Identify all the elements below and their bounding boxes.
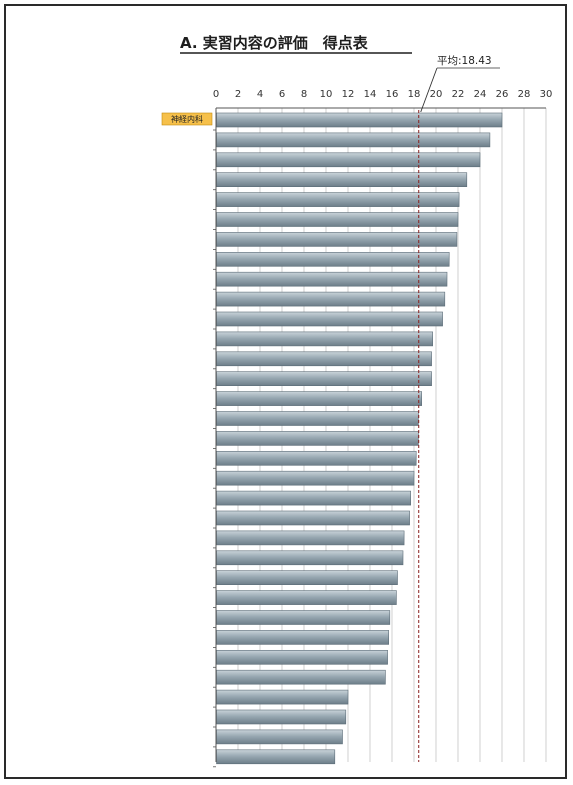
bar-18: [216, 450, 417, 466]
x-tick-label-6: 6: [279, 89, 285, 100]
mean-label-colon: :: [458, 55, 462, 67]
bar-31: [216, 709, 347, 725]
bar-27: [216, 630, 389, 645]
x-tick-label-8: 8: [301, 89, 307, 100]
bar-20: [216, 490, 411, 506]
x-tick-label-0: 0: [213, 89, 219, 100]
mean-line-group: 平均:18.43: [418, 55, 500, 762]
x-tick-label-12: 12: [342, 89, 355, 100]
mean-label: 平均:18.43: [437, 55, 492, 67]
bar-14: [216, 371, 432, 387]
bar-24: [216, 570, 398, 586]
x-tick-label-26: 26: [496, 89, 509, 100]
bar-26: [216, 610, 391, 625]
bar-15: [216, 391, 422, 406]
bar-8: [216, 252, 450, 267]
mean-label-prefix: 平均: [437, 55, 458, 67]
bar-23: [216, 550, 404, 566]
bar-32: [216, 729, 343, 745]
mean-pointer: [420, 67, 438, 113]
bar-3: [216, 152, 481, 168]
bar-30: [216, 689, 349, 705]
bar-17: [216, 431, 419, 446]
bar-12: [216, 331, 433, 347]
x-tick-label-2: 2: [235, 89, 241, 100]
x-tick-label-18: 18: [408, 89, 421, 100]
x-axis: 0 2 4 6 8 10 12 14 16 18 20 22 24 26 28 30: [213, 89, 553, 768]
bar-2: [216, 132, 491, 148]
bar-11: [216, 311, 443, 327]
bar-29: [216, 669, 386, 685]
mean-label-value: 18.43: [462, 55, 492, 67]
x-tick-label-24: 24: [474, 89, 487, 100]
bar-22: [216, 530, 405, 546]
bar-6: [216, 212, 459, 227]
x-tick-label-16: 16: [386, 89, 399, 100]
bar-9: [216, 271, 448, 287]
bar-19: [216, 470, 415, 486]
chart-title: A. 実習内容の評価 得点表: [180, 34, 369, 52]
x-tick-label-20: 20: [430, 89, 443, 100]
bar-21: [216, 510, 410, 526]
bar-1: [216, 112, 503, 128]
bars: [216, 112, 503, 765]
x-tick-label-4: 4: [257, 89, 263, 100]
highlight-label-box: [161, 112, 213, 126]
bar-5: [216, 192, 460, 207]
highlight-label-group: 神経内科: [161, 112, 213, 126]
x-tick-label-10: 10: [320, 89, 333, 100]
bar-28: [216, 649, 388, 665]
x-tick-label-22: 22: [452, 89, 465, 100]
bar-13: [216, 351, 432, 367]
highlight-label-text: 神経内科: [171, 114, 203, 124]
bar-10: [216, 291, 446, 307]
bar-25: [216, 590, 397, 605]
page-frame: [4, 4, 567, 779]
bar-7: [216, 232, 458, 247]
x-tick-label-14: 14: [364, 89, 377, 100]
bar-16: [216, 411, 419, 426]
x-tick-label-30: 30: [540, 89, 553, 100]
bar-4: [216, 172, 468, 187]
x-tick-label-28: 28: [518, 89, 531, 100]
bar-33: [216, 749, 336, 765]
